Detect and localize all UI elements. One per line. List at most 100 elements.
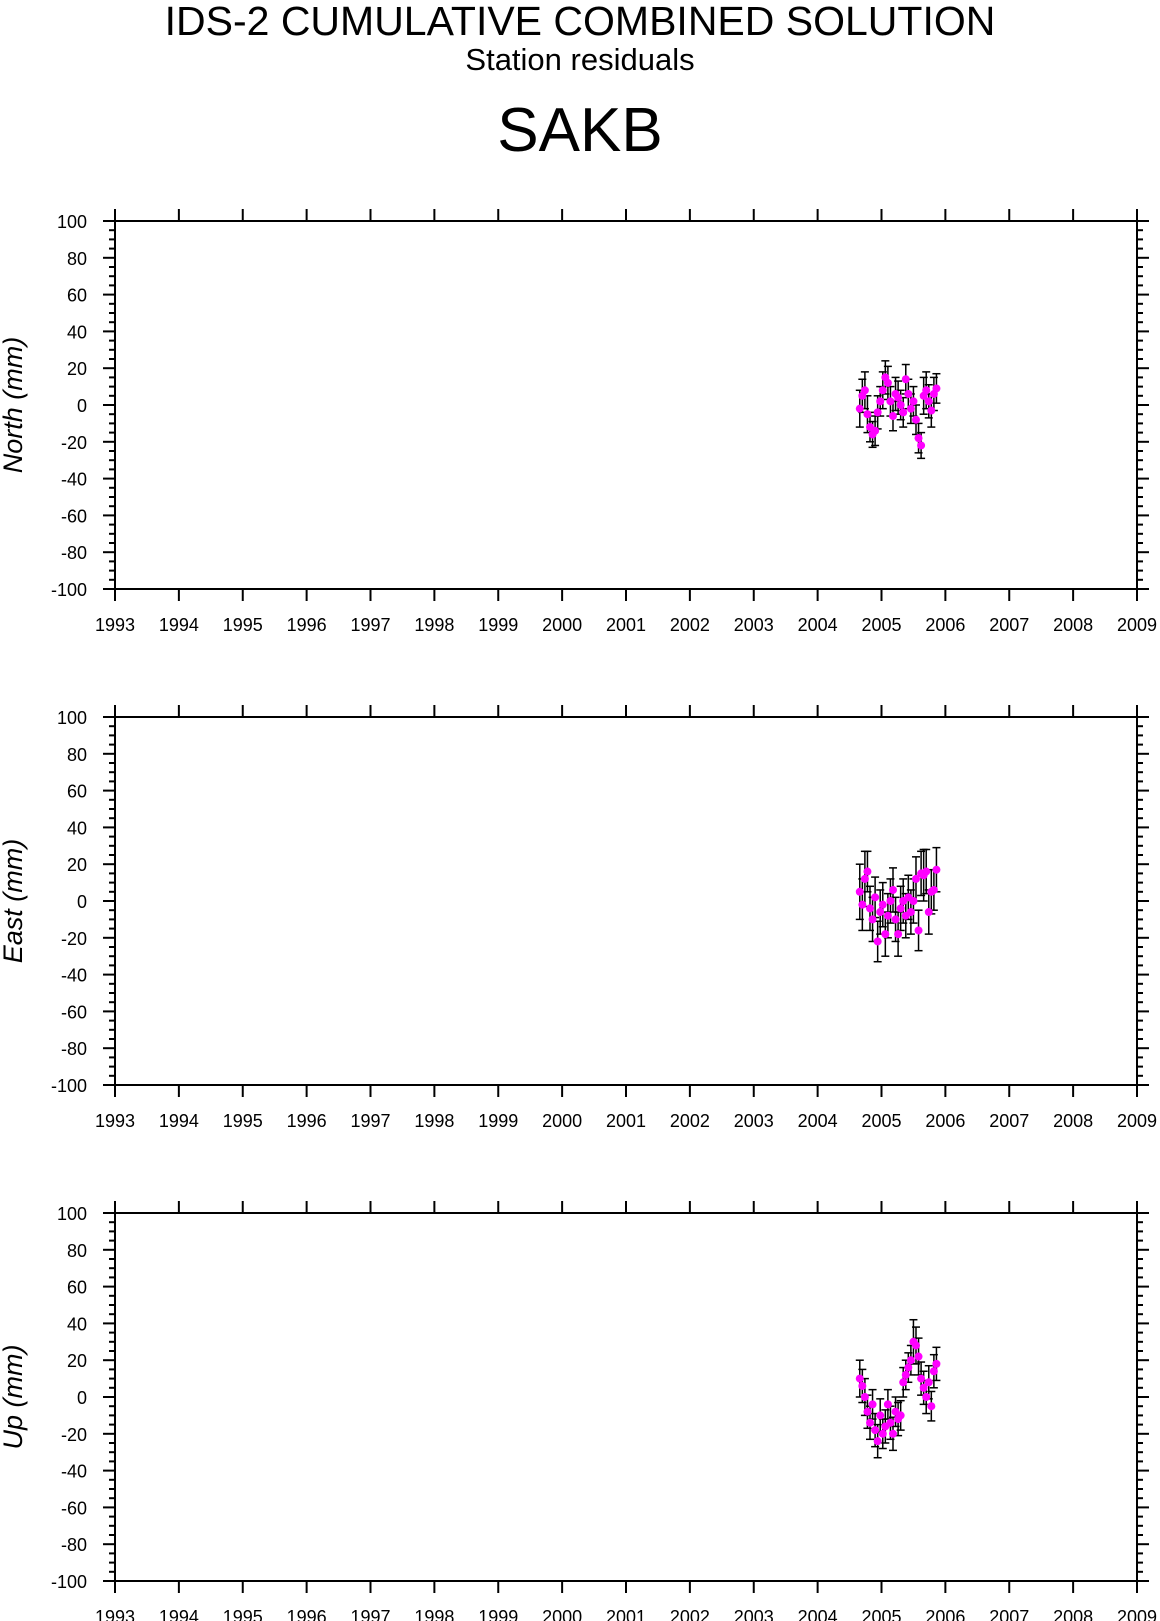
up-y-tick-label: 40 [67,1314,87,1334]
up-y-axis-label: Up (mm) [0,1345,28,1450]
up-x-tick-label: 1998 [414,1607,454,1621]
north-y-tick-label: -80 [61,543,87,563]
east-y-tick-label: 60 [67,782,87,802]
chart-main-title: IDS-2 CUMULATIVE COMBINED SOLUTION [164,0,996,44]
up-x-tick-label: 2004 [798,1607,838,1621]
up-data-point [863,1407,872,1416]
north-data-point [860,386,869,395]
east-data-point [873,937,882,946]
up-panel: 1993 1994 1995 1996 1997 1998 1999 2000 2001 2002… [0,1201,1157,1621]
north-data-point [906,404,915,413]
east-y-tick-label: -60 [61,1002,87,1022]
east-y-tick-label: -40 [61,966,87,986]
east-x-tick-label: 2007 [989,1111,1029,1131]
up-x-tick-label: 1996 [287,1607,327,1621]
north-x-tick-label: 2004 [798,615,838,635]
east-y-tick-label: 20 [67,855,87,875]
east-x-tick-label: 2009 [1117,1111,1157,1131]
east-x-tick-label: 2004 [798,1111,838,1131]
north-y-tick-label: 100 [57,212,87,232]
north-data-point [863,410,872,419]
up-data-point [899,1378,908,1387]
east-data-point [871,893,880,902]
up-data-point [871,1426,880,1435]
east-y-tick-label: -100 [51,1076,87,1096]
north-data-point [888,412,897,421]
up-data-point [896,1411,905,1420]
east-x-tick-label: 2000 [542,1111,582,1131]
east-data-point [886,897,895,905]
up-x-tick-label: 2003 [734,1607,774,1621]
up-data-point [911,1341,920,1350]
up-data-point [873,1437,882,1446]
east-x-tick-label: 2001 [606,1111,646,1131]
north-x-tick-label: 1995 [223,615,263,635]
north-data-point [927,406,936,415]
north-data-point [894,393,903,402]
up-x-tick-label: 1997 [350,1607,390,1621]
up-y-tick-label: 0 [77,1388,87,1408]
east-x-tick-label: 2008 [1053,1111,1093,1131]
chart-subtitle: Station residuals [465,42,695,77]
up-data-point [924,1378,933,1387]
east-data-point [855,887,864,896]
up-y-tick-label: 80 [67,1241,87,1261]
east-data-point [909,897,918,905]
east-x-tick-label: 1993 [95,1111,135,1131]
up-data-point [855,1374,864,1383]
up-data-point [866,1418,875,1427]
east-data-point [860,874,869,883]
east-data-point [888,885,897,894]
north-y-tick-label: 80 [67,249,87,269]
up-data-point [929,1367,938,1376]
up-data-point [886,1418,895,1427]
east-data-point [924,908,933,917]
north-data-point [922,386,931,395]
north-data-point [899,408,908,417]
up-x-tick-label: 1993 [95,1607,135,1621]
north-x-tick-label: 1999 [478,615,518,635]
north-data-point [911,415,920,424]
up-x-tick-label: 2000 [542,1607,582,1621]
north-data-point [855,404,864,413]
up-data-point [878,1429,887,1438]
north-x-tick-label: 2002 [670,615,710,635]
up-data-point [901,1370,910,1379]
up-data-point [917,1374,926,1383]
east-x-tick-label: 1998 [414,1111,454,1131]
north-y-tick-label: -20 [61,433,87,453]
north-x-tick-label: 2009 [1117,615,1157,635]
north-data-point [886,397,895,406]
east-data-point [911,874,920,883]
station-name: SAKB [497,96,663,165]
up-x-tick-label: 1995 [223,1607,263,1621]
up-y-tick-label: -40 [61,1462,87,1482]
north-y-tick-label: -100 [51,580,87,600]
north-y-tick-label: 20 [67,359,87,379]
up-x-tick-label: 2002 [670,1607,710,1621]
up-y-tick-label: -100 [51,1572,87,1592]
up-data-point [888,1429,897,1438]
north-x-tick-label: 1993 [95,615,135,635]
east-y-tick-label: 80 [67,745,87,765]
north-data-point [932,384,941,393]
north-data-point [883,378,892,387]
east-data-point [914,926,923,935]
north-y-tick-label: 40 [67,322,87,342]
east-data-point [894,930,903,939]
up-plot-frame [114,1212,1138,1582]
up-x-tick-label: 2007 [989,1607,1029,1621]
east-data-point [868,915,877,924]
east-data-point [922,867,931,876]
north-panel: 1993 1994 1995 1996 1997 1998 1999 2000 2001 2002… [0,209,1157,635]
north-x-tick-label: 2000 [542,615,582,635]
east-data-point [866,904,875,913]
up-data-point [927,1402,936,1411]
east-y-tick-label: 100 [57,708,87,728]
east-data-point [929,885,938,894]
north-data-point [878,386,887,395]
east-data-point [876,908,885,917]
east-data-point [883,911,892,920]
east-data-point [932,865,941,874]
up-y-tick-label: 100 [57,1204,87,1224]
